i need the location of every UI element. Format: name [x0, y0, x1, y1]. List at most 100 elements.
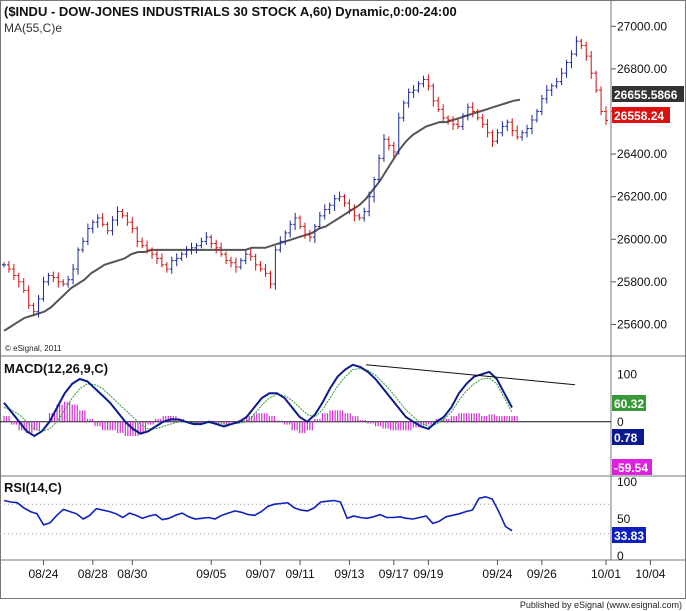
- price-bar: [441, 104, 446, 122]
- price-bar: [238, 258, 243, 270]
- price-bar: [189, 242, 194, 255]
- x-tick-label: 09/24: [482, 567, 512, 581]
- price-bar: [56, 272, 61, 288]
- macd-line: [3, 363, 513, 438]
- price-bar: [500, 121, 505, 137]
- footer-credit: Published by eSignal (www.esignal.com): [520, 600, 682, 610]
- price-bar: [599, 86, 604, 116]
- price-bar: [589, 51, 594, 79]
- x-tick-label: 09/11: [285, 567, 314, 581]
- price-bar: [367, 191, 372, 217]
- price-bar: [569, 50, 574, 69]
- price-bar: [436, 97, 441, 112]
- rsi-value-box: [612, 527, 646, 543]
- price-bar: [194, 243, 199, 254]
- price-bar: [21, 278, 26, 293]
- price-tick-label: 25800.00: [617, 275, 667, 289]
- x-tick-label: 09/17: [379, 567, 409, 581]
- last-price-label: 26558.24: [614, 109, 664, 123]
- price-bar: [199, 237, 204, 249]
- price-tick-label: 26400.00: [617, 147, 667, 161]
- price-bar: [604, 106, 608, 126]
- price-bar: [263, 263, 268, 277]
- x-tick-label: 09/26: [527, 567, 557, 581]
- hist-value-box: [612, 459, 652, 475]
- price-bar: [110, 216, 115, 236]
- price-bar: [426, 74, 431, 91]
- price-bar: [327, 202, 332, 215]
- price-bar: [559, 68, 564, 86]
- price-bar: [303, 222, 307, 239]
- y-axis-ticks: 27000.0026800.0026600.0026400.0026200.00…: [611, 19, 667, 563]
- price-bar: [233, 257, 238, 273]
- x-tick-label: 10/04: [635, 567, 665, 581]
- price-bar: [90, 219, 95, 234]
- price-bar: [451, 116, 456, 131]
- price-bar: [386, 136, 391, 151]
- macd-title: MACD(12,26,9,C): [4, 361, 108, 376]
- price-bar: [554, 77, 559, 89]
- price-bar: [579, 38, 584, 50]
- price-bar: [174, 253, 179, 267]
- price-bar: [529, 114, 534, 135]
- price-bar: [159, 253, 164, 268]
- price-bar: [140, 237, 145, 249]
- x-tick-label: 09/13: [334, 567, 364, 581]
- price-bar: [421, 75, 426, 88]
- price-bar: [396, 112, 401, 155]
- price-bar: [293, 212, 298, 231]
- price-bar: [150, 247, 155, 259]
- price-bar: [564, 59, 569, 78]
- rsi-value-label: 33.83: [614, 529, 644, 543]
- rsi-tick-label: 50: [617, 512, 631, 526]
- price-bar: [362, 207, 367, 222]
- x-axis-ticks: 08/24 08/28 08/30 09/05 09/07 09/11 09/13 09/17…: [28, 560, 666, 581]
- price-bar: [224, 251, 229, 265]
- price-bar: [135, 226, 140, 248]
- price-panel: [2, 36, 608, 332]
- price-bar: [515, 125, 520, 140]
- price-bar: [95, 214, 100, 228]
- price-bar: [100, 212, 105, 227]
- price-tick-label: 26200.00: [617, 190, 667, 204]
- price-bar: [534, 108, 539, 123]
- price-bar: [381, 134, 386, 162]
- price-bar: [268, 270, 273, 289]
- price-bar: [253, 253, 258, 271]
- price-bar: [209, 234, 214, 249]
- footer-bar: [0, 599, 686, 611]
- x-tick-label: 08/24: [28, 567, 58, 581]
- price-bar: [120, 209, 125, 219]
- price-bar: [357, 213, 362, 221]
- price-bar: [455, 119, 460, 129]
- price-bar: [219, 242, 224, 257]
- price-bar: [2, 262, 6, 268]
- price-bar: [475, 108, 480, 121]
- price-bar: [352, 204, 357, 222]
- price-bar: [184, 246, 189, 258]
- price-tick-label: 27000.00: [617, 19, 667, 33]
- rsi-title: RSI(14,C): [4, 480, 62, 495]
- macd-tick-label: 0: [617, 415, 624, 429]
- price-bar: [377, 154, 382, 183]
- price-bar: [125, 212, 130, 226]
- price-bar: [36, 295, 41, 318]
- macd-value-label: 60.32: [614, 397, 644, 411]
- x-tick-label: 09/19: [413, 567, 443, 581]
- price-bar: [312, 223, 317, 243]
- price-bar: [332, 194, 337, 211]
- price-bar: [307, 229, 312, 242]
- price-bar: [298, 215, 303, 230]
- macd-trendline: [365, 364, 576, 386]
- price-bar: [490, 130, 495, 148]
- rsi-tick-label: 100: [617, 475, 637, 489]
- price-bar: [470, 102, 475, 118]
- price-bar: [465, 103, 470, 121]
- price-bar: [317, 212, 322, 230]
- price-bar: [179, 251, 184, 261]
- price-bar: [391, 141, 396, 158]
- hist-value-label: -59.54: [614, 461, 648, 475]
- price-bar: [85, 223, 90, 246]
